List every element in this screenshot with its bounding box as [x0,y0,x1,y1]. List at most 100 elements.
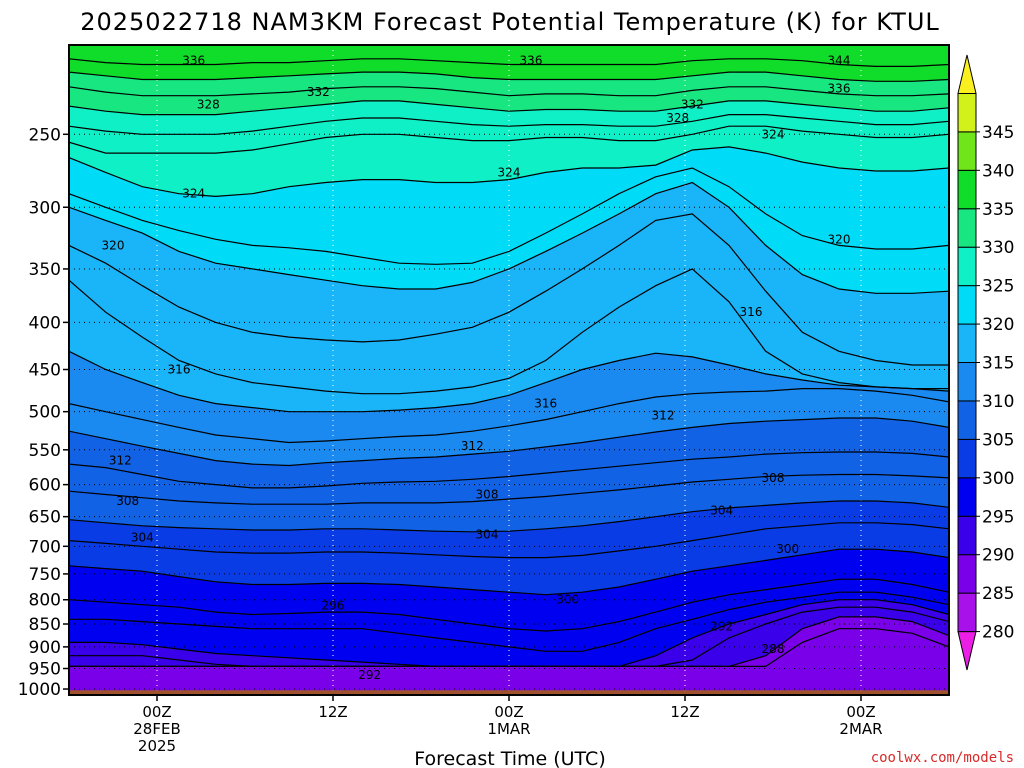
contour-label: 320 [828,232,851,246]
y-tick-label: 450 [29,361,61,381]
colorbar-tick-label: 305 [982,430,1014,450]
colorbar-swatch [957,592,977,633]
x-axis-label: Forecast Time (UTC) [414,748,605,768]
contour-label: 332 [307,85,330,99]
contour-label: 328 [666,111,689,125]
isentrope-316 [69,268,949,395]
isentrope-326 [69,125,949,154]
isentrope-contours [69,58,949,668]
y-tick-label: 950 [29,660,61,680]
y-tick-label: 650 [29,508,61,528]
colorbar-tick-label: 310 [982,392,1014,412]
contour-label: 296 [322,599,345,613]
x-tick-label: 00Z [142,703,171,721]
contour-label: 336 [828,82,851,96]
colorbar-tick-label: 295 [982,507,1014,527]
contour-label: 324 [498,165,521,179]
colorbar-tick-label: 300 [982,469,1014,489]
ground-terrain [69,690,949,695]
y-tick-label: 600 [29,476,61,496]
isentrope-318 [69,213,949,366]
contour-label: 300 [556,593,579,607]
isentrope-334 [69,71,949,82]
isentrope-332 [69,86,949,97]
colorbar-swatch [957,208,977,248]
contour-label: 328 [197,97,220,111]
isentrope-314 [69,350,949,413]
isentrope-300 [69,548,949,596]
isentrope-336 [69,58,949,68]
isentrope-308 [69,451,949,489]
y-tick-label: 850 [29,615,61,635]
contour-label: 344 [828,54,851,68]
x-tick-label: 2MAR [839,720,882,738]
isentrope-322 [69,167,949,265]
colorbar: 280 285 290 295 300 305 310 315 320 325 330 335 340 3… [957,54,1014,671]
contour-label: 312 [461,439,484,453]
y-tick-label: 500 [29,403,61,423]
isentrope-320 [69,181,949,294]
isentrope-298 [69,578,949,632]
colorbar-tick-label: 290 [982,546,1014,566]
colorbar-swatch [957,554,977,594]
colorbar-tick-label: 315 [982,354,1014,374]
colorbar-swatch [957,477,977,517]
chart-title: 2025022718 NAM3KM Forecast Potential Tem… [80,8,940,36]
colorbar-tick-label: 325 [982,277,1014,297]
colorbar-swatch [957,400,977,440]
y-tick-label: 400 [29,313,61,333]
contour-label: 320 [102,238,125,252]
x-tick-label: 2025 [138,737,176,755]
colorbar-swatch [957,631,977,671]
credit-text: coolwx.com/models [871,750,1014,766]
colorbar-swatch [957,285,977,325]
isentrope-294 [69,599,949,668]
isentrope-306 [69,473,949,505]
contour-label: 316 [168,363,191,377]
contour-label: 312 [109,454,132,468]
potential-temperature-fill [69,45,949,695]
contour-label: 308 [116,494,139,508]
x-tick-label: 12Z [670,703,699,721]
colorbar-swatch [957,92,977,133]
contour-label: 336 [182,54,205,68]
y-tick-label: 300 [29,198,61,218]
colorbar-tick-label: 280 [982,623,1014,643]
isentrope-312 [69,388,949,444]
colorbar-tick-label: 335 [982,200,1014,220]
contour-label: 304 [710,504,733,518]
contour-label: 332 [681,97,704,111]
colorbar-swatch [957,438,977,479]
contour-label: 292 [710,619,733,633]
isentrope-304 [69,500,949,533]
contour-label: 304 [476,528,499,542]
isentrope-302 [69,522,949,559]
colorbar-swatch [957,131,977,171]
isentrope-330 [69,100,949,116]
colorbar-swatch [957,323,977,363]
isentrope-296 [69,591,949,652]
isentrope-324 [69,146,949,198]
y-tick-label: 550 [29,441,61,461]
y-tick-label: 350 [29,260,61,280]
contour-label: 324 [762,127,785,141]
colorbar-swatch [957,169,977,210]
x-tick-label: 00Z [846,703,875,721]
y-tick-label: 250 [29,125,61,145]
contour-label: 316 [534,397,557,411]
pressure-axis: 250 300 350 400 450 500 550 600 650 700 750 800 850 9… [18,125,69,700]
colorbar-tick-label: 285 [982,584,1014,604]
colorbar-tick-label: 340 [982,161,1014,181]
contour-label: 292 [358,668,381,682]
y-tick-label: 700 [29,537,61,557]
contour-label: 316 [740,305,763,319]
y-tick-label: 1000 [18,680,61,700]
isentrope-328 [69,113,949,135]
y-tick-label: 750 [29,565,61,585]
x-tick-label: 28FEB [133,720,180,738]
colorbar-swatch [957,246,977,287]
colorbar-swatch [957,54,977,94]
contour-label: 304 [131,531,154,545]
